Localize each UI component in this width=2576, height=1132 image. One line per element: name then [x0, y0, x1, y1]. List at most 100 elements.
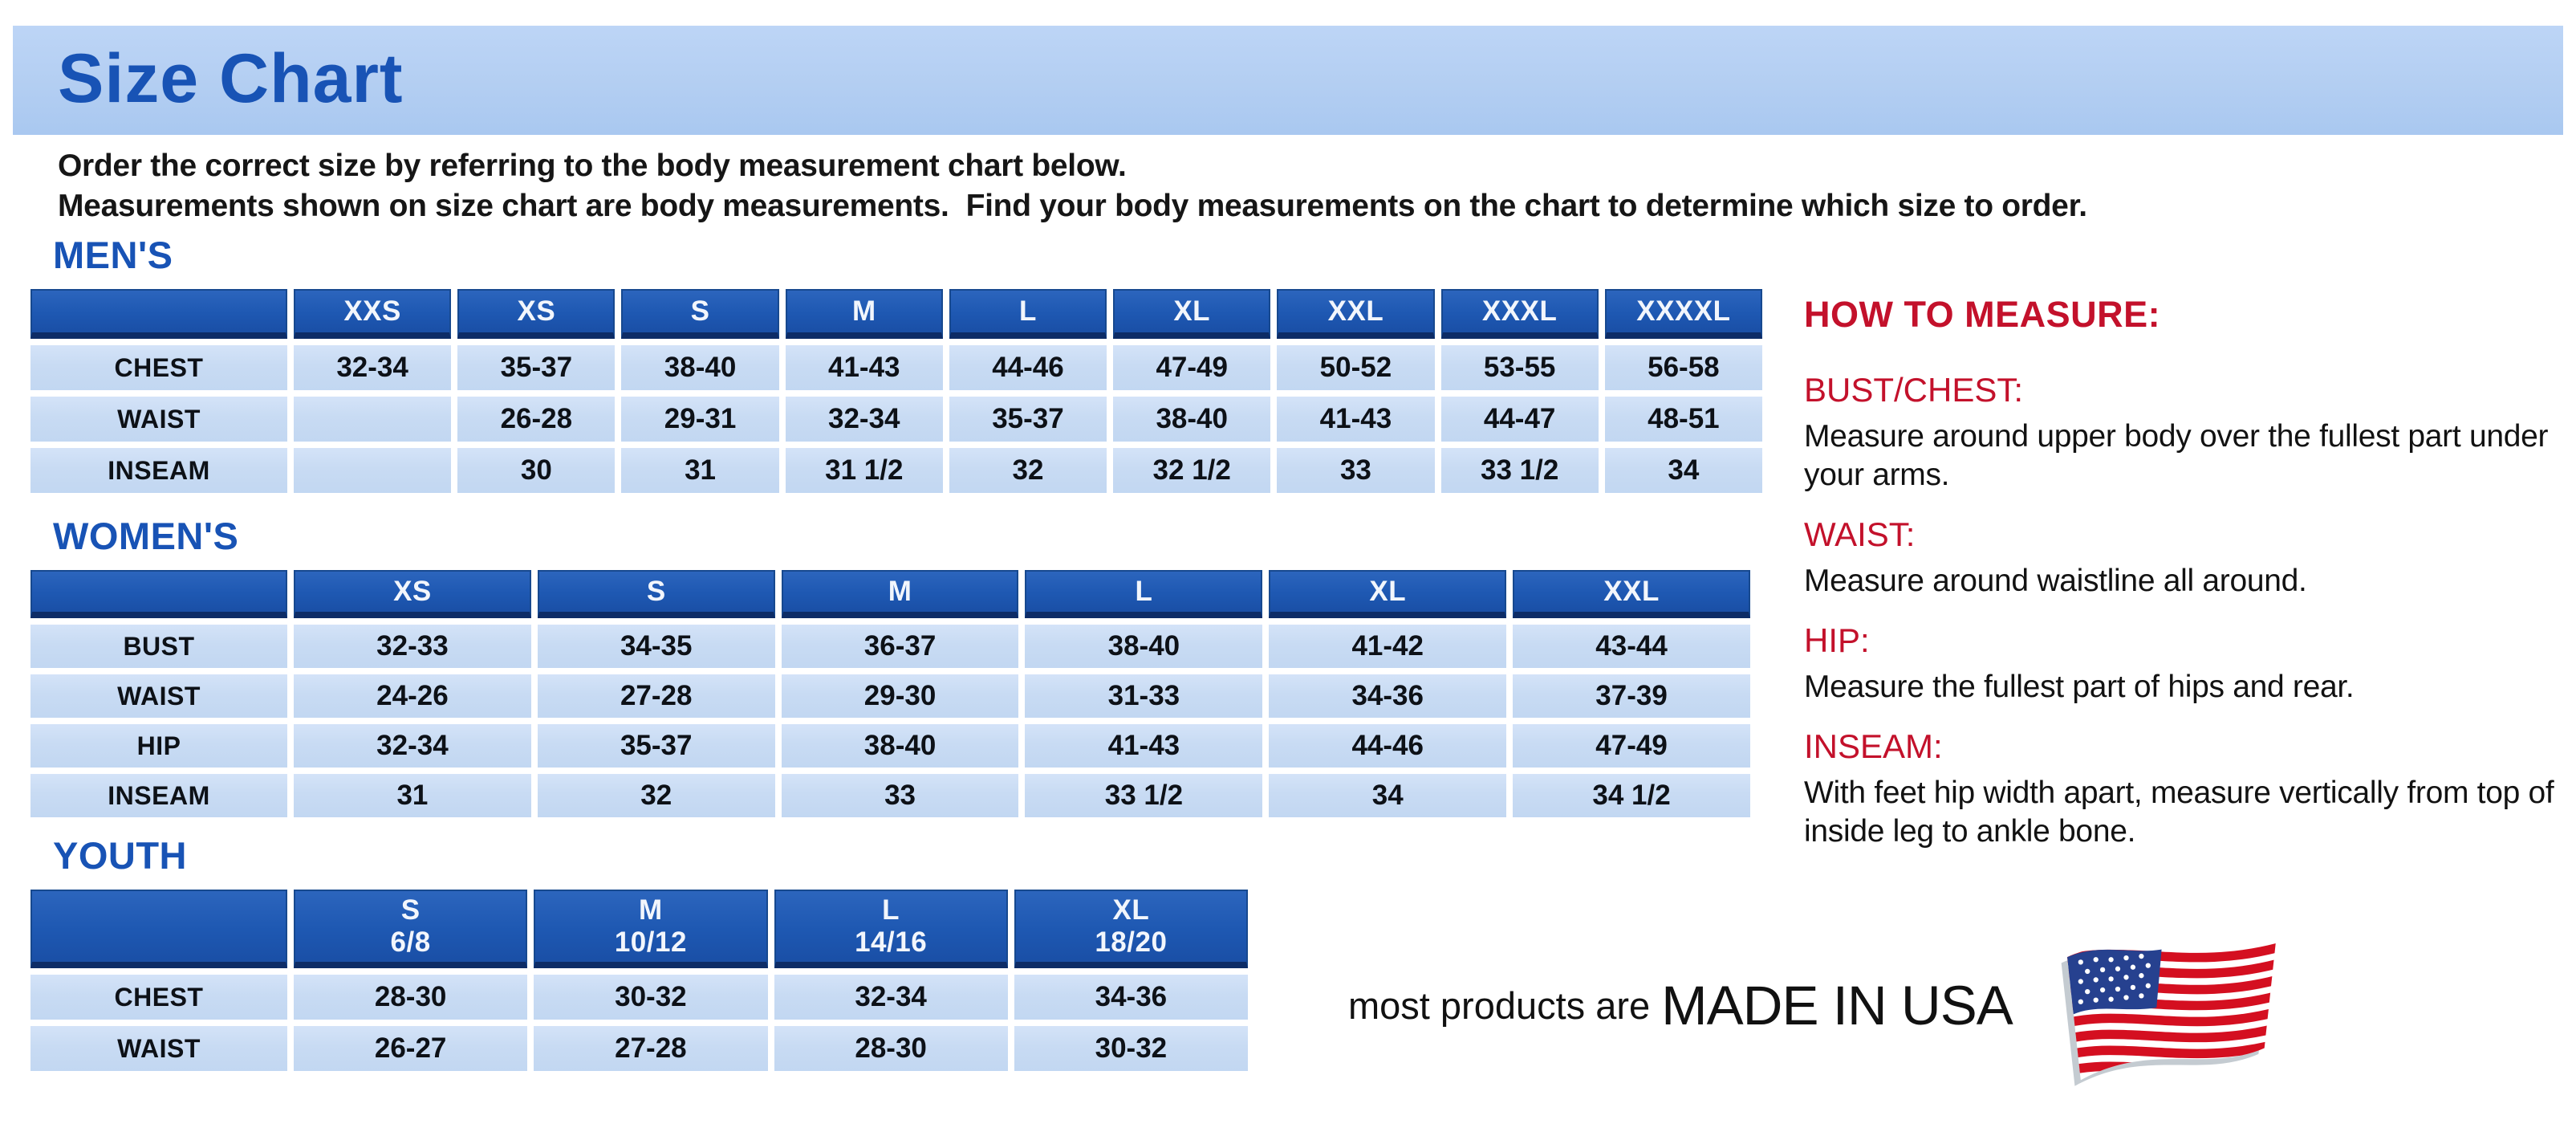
value-cell: 35-37: [537, 724, 775, 768]
measurement-row: CHEST 32-34 35-37 38-40 41-43 44-46 47-49 50-52…: [30, 345, 1762, 390]
measurement-row: WAIST 24-26 27-28 29-30 31-33 34-36 37-39: [30, 674, 1750, 718]
measure-text-inseam: With feet hip width apart, measure verti…: [1804, 776, 2554, 849]
value-cell: 31: [294, 774, 531, 817]
size-header-cell: L: [949, 289, 1107, 339]
row-label-cell: CHEST: [30, 345, 287, 390]
value-cell: 32-33: [294, 625, 531, 668]
size-header-cell: S: [537, 570, 775, 618]
value-cell: 33 1/2: [1440, 448, 1599, 493]
row-label-cell: WAIST: [30, 1026, 287, 1071]
measurement-row: HIP 32-34 35-37 38-40 41-43 44-46 47-49: [30, 724, 1750, 768]
value-cell: 34: [1604, 448, 1762, 493]
size-header-row: XXS XS S M L XL XXL XXXL XXXXL: [30, 289, 1762, 339]
size-header-cell: XXXXL: [1604, 289, 1762, 339]
intro-text: Order the correct size by referring to t…: [58, 146, 2087, 226]
value-cell: 32: [949, 448, 1107, 493]
measurement-row: BUST 32-33 34-35 36-37 38-40 41-42 43-44: [30, 625, 1750, 668]
value-cell: 35-37: [457, 345, 616, 390]
measure-item-inseam: INSEAM: With feet hip width apart, measu…: [1804, 727, 2566, 851]
row-label-cell: WAIST: [30, 674, 287, 718]
value-cell: 37-39: [1513, 674, 1750, 718]
corner-cell: [30, 570, 287, 618]
measure-item-waist: WAIST: Measure around waistline all arou…: [1804, 515, 2566, 601]
value-cell: 29-31: [621, 397, 779, 442]
measurement-row: WAIST 26-28 29-31 32-34 35-37 38-40 41-43 44-47…: [30, 397, 1762, 442]
us-flag-icon: [2061, 938, 2277, 1086]
value-cell: 33: [1277, 448, 1435, 493]
value-cell: 35-37: [949, 397, 1107, 442]
value-cell: 32-34: [785, 397, 943, 442]
value-cell: 29-30: [781, 674, 1019, 718]
value-cell: 34: [1269, 774, 1507, 817]
value-cell: 33 1/2: [1025, 774, 1263, 817]
value-cell: 31-33: [1025, 674, 1263, 718]
corner-cell: [30, 289, 287, 339]
value-cell: 56-58: [1604, 345, 1762, 390]
value-cell: 36-37: [781, 625, 1019, 668]
measurement-row: CHEST 28-30 30-32 32-34 34-36: [30, 975, 1248, 1020]
value-cell: 41-42: [1269, 625, 1507, 668]
value-cell: 34 1/2: [1513, 774, 1750, 817]
value-cell: 27-28: [534, 1026, 768, 1071]
size-header-cell: XXS: [294, 289, 452, 339]
value-cell: 33: [781, 774, 1019, 817]
size-header-cell: S: [621, 289, 779, 339]
value-cell: 30-32: [1014, 1026, 1248, 1071]
value-cell: 41-43: [1025, 724, 1263, 768]
mens-section-heading: MEN'S: [53, 234, 173, 276]
size-header-cell: L 14/16: [774, 890, 1008, 968]
value-cell: 43-44: [1513, 625, 1750, 668]
size-header-cell: L: [1025, 570, 1263, 618]
value-cell: 32-34: [294, 345, 452, 390]
value-cell: 32: [537, 774, 775, 817]
how-to-measure-panel: HOW TO MEASURE: BUST/CHEST: Measure arou…: [1804, 294, 2566, 872]
value-cell: 47-49: [1113, 345, 1271, 390]
value-cell: 44-46: [949, 345, 1107, 390]
footer-emphasis: MADE IN USA: [1661, 975, 2013, 1036]
value-cell: [294, 448, 452, 493]
size-header-row: XS S M L XL XXL: [30, 570, 1750, 618]
value-cell: 44-47: [1440, 397, 1599, 442]
value-cell: 28-30: [294, 975, 528, 1020]
value-cell: 24-26: [294, 674, 531, 718]
measure-label-hip: HIP:: [1804, 621, 1870, 659]
size-header-cell: M: [785, 289, 943, 339]
value-cell: 41-43: [785, 345, 943, 390]
value-cell: 38-40: [1113, 397, 1271, 442]
corner-cell: [30, 890, 287, 968]
value-cell: 26-27: [294, 1026, 528, 1071]
value-cell: 41-43: [1277, 397, 1435, 442]
intro-line-1: Order the correct size by referring to t…: [58, 149, 1127, 183]
value-cell: 27-28: [537, 674, 775, 718]
intro-line-2: Measurements shown on size chart are bod…: [58, 189, 2087, 223]
youth-size-table: S 6/8 M 10/12 L 14/16 XL 18/20 CHEST 28-30 30-32 32…: [24, 883, 1254, 1077]
womens-section-heading: WOMEN'S: [53, 515, 239, 557]
value-cell: 30-32: [534, 975, 768, 1020]
row-label-cell: BUST: [30, 625, 287, 668]
size-header-cell: M 10/12: [534, 890, 768, 968]
page-title: Size Chart: [58, 40, 404, 117]
measure-label-waist: WAIST:: [1804, 515, 1916, 553]
value-cell: 38-40: [621, 345, 779, 390]
value-cell: [294, 397, 452, 442]
row-label-cell: INSEAM: [30, 448, 287, 493]
value-cell: 53-55: [1440, 345, 1599, 390]
value-cell: 26-28: [457, 397, 616, 442]
value-cell: 47-49: [1513, 724, 1750, 768]
row-label-cell: INSEAM: [30, 774, 287, 817]
value-cell: 48-51: [1604, 397, 1762, 442]
row-label-cell: CHEST: [30, 975, 287, 1020]
footer-prefix: most products are: [1348, 984, 1651, 1027]
value-cell: 34-35: [537, 625, 775, 668]
size-header-cell: XXL: [1513, 570, 1750, 618]
size-header-cell: XL: [1113, 289, 1271, 339]
size-header-cell: M: [781, 570, 1019, 618]
measure-item-bust-chest: BUST/CHEST: Measure around upper body ov…: [1804, 371, 2566, 495]
size-header-row: S 6/8 M 10/12 L 14/16 XL 18/20: [30, 890, 1248, 968]
value-cell: 32-34: [294, 724, 531, 768]
how-to-measure-title: HOW TO MEASURE:: [1804, 294, 2161, 335]
made-in-usa-banner: most products are MADE IN USA: [1348, 915, 2568, 1096]
measure-label-bust-chest: BUST/CHEST:: [1804, 371, 2024, 409]
value-cell: 34-36: [1014, 975, 1248, 1020]
value-cell: 38-40: [1025, 625, 1263, 668]
